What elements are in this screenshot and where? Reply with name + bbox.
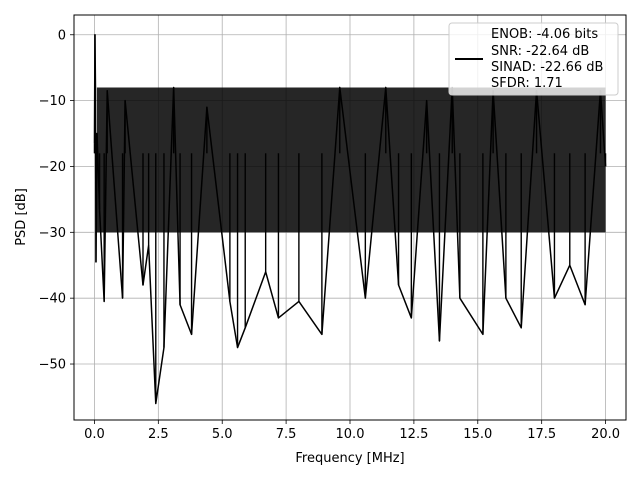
x-tick-label: 17.5 — [527, 427, 556, 442]
data-layer — [93, 34, 607, 405]
y-axis-label: PSD [dB] — [14, 188, 29, 246]
x-tick-label: 2.5 — [148, 427, 169, 442]
legend-entry-snr: SNR: -22.64 dB — [491, 44, 589, 59]
psd-series-line — [93, 34, 607, 405]
psd-noise-band — [97, 87, 606, 233]
x-tick-label: 7.5 — [276, 427, 297, 442]
x-axis-label: Frequency [MHz] — [295, 451, 404, 466]
x-tick-label: 20.0 — [591, 427, 620, 442]
legend-entry-sfdr: SFDR: 1.71 — [491, 76, 563, 91]
x-tick-label: 12.5 — [399, 427, 428, 442]
x-tick-label: 15.0 — [463, 427, 492, 442]
x-tick-label: 10.0 — [336, 427, 365, 442]
ticks-layer: 0.0 2.5 5.0 7.5 10.0 12.5 15.0 17.5 20.0 0 −10 −20 −… — [39, 28, 620, 442]
y-tick-label: −30 — [39, 226, 66, 241]
x-tick-label: 5.0 — [212, 427, 233, 442]
legend-entry-enob: ENOB: -4.06 bits — [491, 27, 598, 42]
legend-box — [448, 22, 619, 96]
y-tick-label: 0 — [58, 28, 66, 43]
legend-entry-sinad: SINAD: -22.66 dB — [491, 60, 603, 75]
y-tick-label: −10 — [39, 94, 66, 109]
y-tick-label: −40 — [39, 292, 66, 307]
legend: ENOB: -4.06 bits SNR: -22.64 dB SINAD: -… — [448, 22, 619, 96]
x-tick-label: 0.0 — [84, 427, 105, 442]
y-tick-label: −50 — [39, 358, 66, 373]
y-tick-label: −20 — [39, 160, 66, 175]
